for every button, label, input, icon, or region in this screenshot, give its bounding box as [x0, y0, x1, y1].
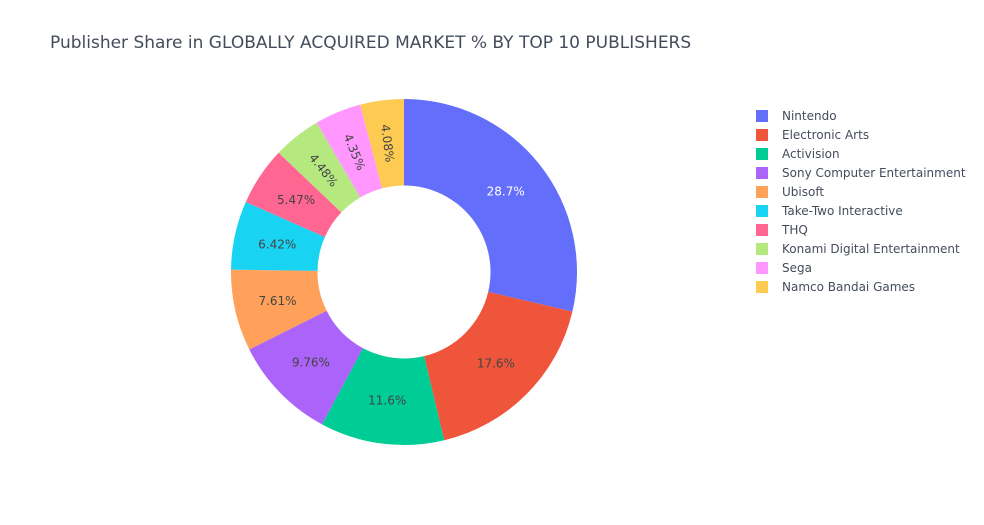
- legend-label: Konami Digital Entertainment: [782, 241, 960, 256]
- legend-swatch: [756, 109, 768, 122]
- legend-item[interactable]: Nintendo: [756, 106, 966, 125]
- legend-label: Sony Computer Entertainment: [782, 165, 966, 180]
- legend-item[interactable]: Sega: [756, 258, 966, 277]
- legend-swatch: [756, 261, 768, 274]
- donut-slice-8[interactable]: [278, 122, 361, 213]
- donut-slice-5[interactable]: [231, 269, 327, 350]
- legend: Nintendo Electronic Arts Activision Sony Co…: [756, 106, 966, 296]
- slice-label-1: 28.7%: [487, 184, 525, 198]
- legend-label: Take-Two Interactive: [782, 203, 903, 218]
- donut-slice-10[interactable]: [360, 99, 404, 189]
- legend-swatch: [756, 185, 768, 198]
- legend-label: Electronic Arts: [782, 127, 870, 142]
- legend-swatch: [756, 204, 768, 217]
- legend-item[interactable]: Electronic Arts: [756, 125, 966, 144]
- slice-label-5: 7.61%: [258, 294, 296, 308]
- legend-label: Activision: [782, 146, 840, 161]
- legend-label: Sega: [782, 260, 812, 275]
- legend-item[interactable]: THQ: [756, 220, 966, 239]
- legend-swatch: [756, 147, 768, 160]
- legend-swatch: [756, 280, 768, 293]
- slice-label-6: 6.42%: [258, 237, 296, 251]
- donut-slice-4[interactable]: [249, 310, 363, 425]
- legend-item[interactable]: Activision: [756, 144, 966, 163]
- slice-label-7: 5.47%: [277, 193, 315, 207]
- legend-swatch: [756, 223, 768, 236]
- legend-swatch: [756, 242, 768, 255]
- slice-label-4: 9.76%: [292, 355, 330, 369]
- legend-swatch: [756, 128, 768, 141]
- legend-label: Ubisoft: [782, 184, 825, 199]
- donut-slice-7[interactable]: [245, 152, 342, 237]
- legend-item[interactable]: Take-Two Interactive: [756, 201, 966, 220]
- donut-slice-1[interactable]: [404, 99, 577, 312]
- donut-slice-9[interactable]: [316, 104, 383, 198]
- chart-title: Publisher Share in GLOBALLY ACQUIRED MAR…: [50, 33, 692, 53]
- slice-label-2: 17.6%: [477, 357, 515, 371]
- donut-slice-3[interactable]: [321, 348, 445, 445]
- slice-label-3: 11.6%: [368, 394, 406, 408]
- slice-label-10: 4.08%: [378, 124, 397, 164]
- legend-label: Nintendo: [782, 108, 837, 123]
- legend-item[interactable]: Namco Bandai Games: [756, 277, 966, 296]
- legend-label: THQ: [782, 222, 808, 237]
- legend-label: Namco Bandai Games: [782, 279, 916, 294]
- legend-item[interactable]: Sony Computer Entertainment: [756, 163, 966, 182]
- legend-swatch: [756, 166, 768, 179]
- legend-item[interactable]: Konami Digital Entertainment: [756, 239, 966, 258]
- donut-slice-2[interactable]: [424, 291, 573, 441]
- donut-slice-6[interactable]: [231, 201, 325, 271]
- legend-item[interactable]: Ubisoft: [756, 182, 966, 201]
